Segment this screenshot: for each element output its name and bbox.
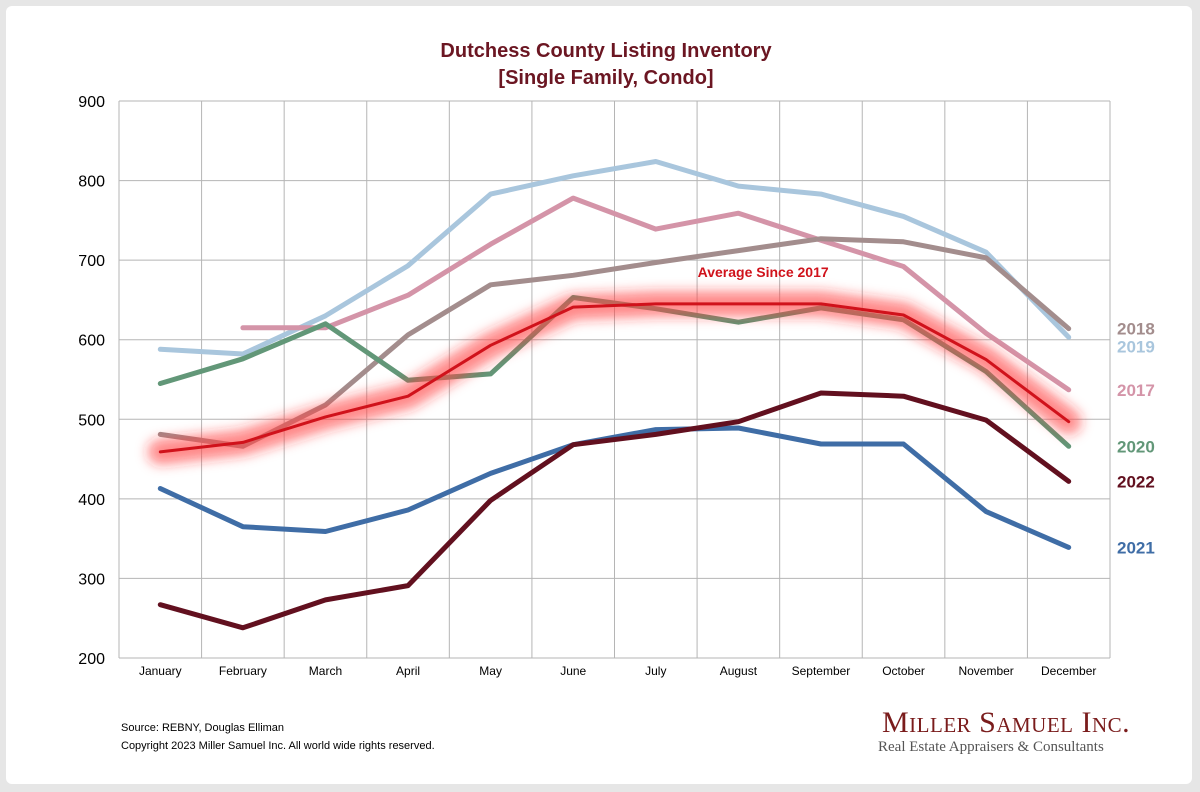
average-annotation: Average Since 2017 (698, 264, 829, 280)
x-tick-label: November (958, 664, 1013, 678)
y-tick-label: 600 (78, 333, 105, 350)
series-line-2019 (157, 159, 1072, 357)
x-tick-label: April (396, 664, 420, 678)
x-tick-label: August (720, 664, 758, 678)
series-end-label-2021: 2021 (1117, 538, 1155, 557)
source-note: Source: REBNY, Douglas Elliman (121, 722, 285, 734)
series-line-2017 (240, 195, 1072, 393)
series-end-label-2019: 2019 (1117, 338, 1155, 357)
series-end-label-2022: 2022 (1117, 472, 1155, 491)
x-tick-label: January (139, 664, 182, 678)
x-tick-label: October (882, 664, 925, 678)
series-line-2022 (157, 390, 1072, 631)
y-tick-label: 800 (78, 174, 105, 191)
x-tick-label: May (479, 664, 502, 678)
chart-frame: Dutchess County Listing Inventory [Singl… (6, 6, 1192, 784)
line-chart: Dutchess County Listing Inventory [Singl… (78, 40, 1155, 678)
chart-title-line-1: Dutchess County Listing Inventory (440, 40, 772, 62)
y-tick-label: 300 (78, 571, 105, 588)
y-tick-label: 200 (78, 651, 105, 668)
series-line-average (158, 302, 1071, 454)
x-tick-label: February (219, 664, 267, 678)
y-tick-label: 400 (78, 492, 105, 509)
series-end-label-2020: 2020 (1117, 437, 1155, 456)
x-tick-label: July (645, 664, 666, 678)
series-end-label-2018: 2018 (1117, 320, 1155, 339)
x-tick-label: September (792, 664, 851, 678)
y-tick-label: 700 (78, 253, 105, 270)
brand-logo-name: Miller Samuel Inc. (882, 706, 1131, 739)
x-tick-label: December (1041, 664, 1096, 678)
copyright-note: Copyright 2023 Miller Samuel Inc. All wo… (121, 740, 435, 752)
x-tick-label: March (309, 664, 342, 678)
x-tick-label: June (560, 664, 586, 678)
y-tick-label: 900 (78, 94, 105, 111)
brand-tagline: Real Estate Appraisers & Consultants (878, 739, 1104, 755)
chart-title-line-2: [Single Family, Condo] (498, 67, 713, 89)
series-end-label-2017: 2017 (1117, 381, 1155, 400)
y-tick-label: 500 (78, 412, 105, 429)
